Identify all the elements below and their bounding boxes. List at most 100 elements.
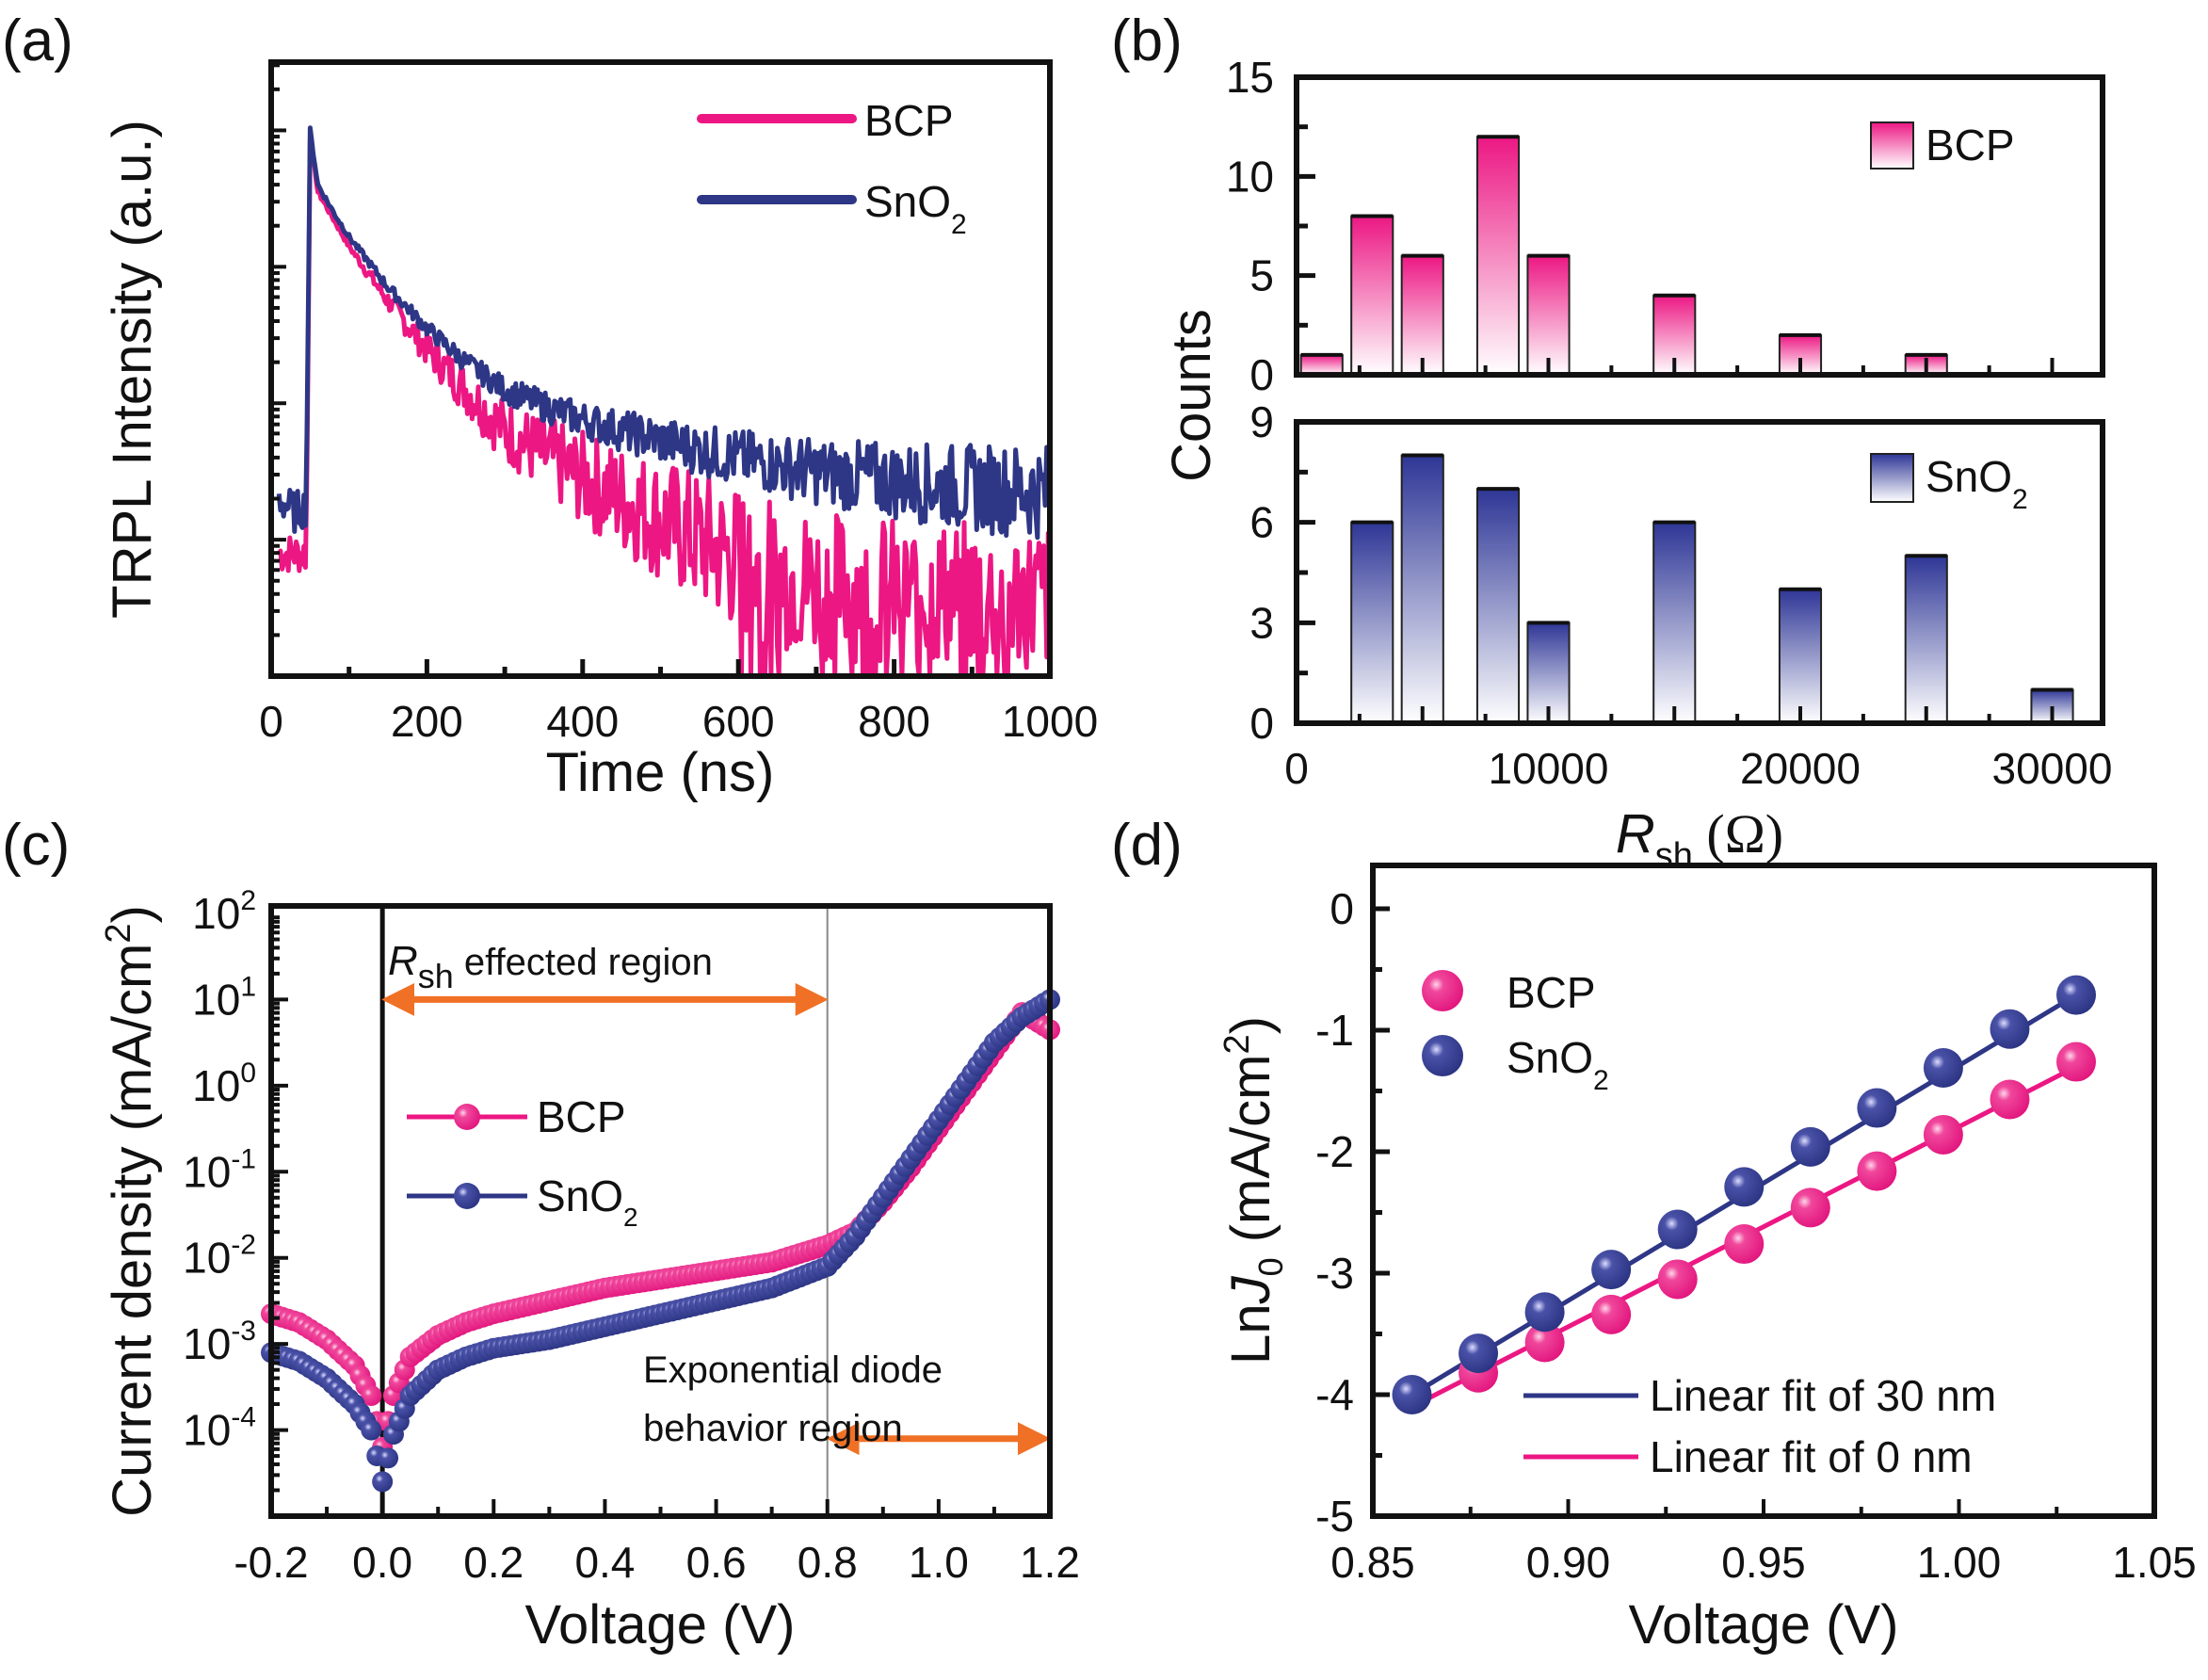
y-tick-label-c-exp: -3: [231, 1316, 256, 1347]
lnj0-point-sno2: [1990, 1009, 2030, 1049]
lnj0-point-bcp: [1657, 1259, 1698, 1300]
panel-d-ylabel-unit: (mA/cm: [1220, 1055, 1281, 1258]
legend-label-sno2-c-sub: 2: [623, 1203, 638, 1232]
bcp-histogram-bars: [1299, 135, 1948, 377]
jv-point-sno2: [378, 1447, 399, 1469]
legend-marker-sno2-d: [1422, 1035, 1463, 1076]
panel-a-y-ticks: [271, 63, 286, 678]
x-tick-label-b: 0: [1284, 744, 1309, 793]
bar-bcp: [1400, 254, 1444, 377]
bar-bcp: [1778, 333, 1823, 377]
lnj0-point-sno2: [1857, 1088, 1897, 1128]
y-tick-label-b: 0: [1249, 699, 1274, 748]
x-tick-label-b: 10000: [1489, 744, 1609, 793]
panel-d-ylabel-j: J: [1220, 1275, 1281, 1304]
legend-marker-bcp-d: [1422, 970, 1463, 1011]
y-tick-label-d: -5: [1315, 1492, 1354, 1541]
lnj0-point-sno2: [1657, 1209, 1698, 1250]
panel-b-xlabel-sub: sh: [1655, 836, 1693, 876]
panel-c-annotations: Rsh effected region Exponential diode be…: [388, 938, 943, 1449]
lnj0-point-sno2: [1524, 1292, 1565, 1333]
trpl-plot-area: [276, 125, 1053, 679]
y-tick-label-c-exp: -4: [231, 1402, 256, 1433]
lnj0-point-sno2: [1923, 1047, 1963, 1088]
x-tick-label-a: 0: [259, 697, 283, 746]
legend-label-sno2-b-sub: 2: [2012, 484, 2028, 515]
legend-label-sno2-c: SnO2: [537, 1171, 638, 1232]
jv-point-sno2: [361, 1419, 382, 1441]
panel-a-ylabel: TRPL Intensity (a.u.): [102, 120, 163, 619]
panel-c-ylabel-end: ): [102, 905, 163, 923]
bar-bcp: [1350, 215, 1394, 376]
y-tick-label-b: 3: [1249, 598, 1274, 647]
bar-sno2: [1475, 488, 1521, 724]
panel-c-ylabel-sup: 2: [99, 924, 138, 944]
y-tick-label-c-exp: -1: [231, 1143, 256, 1174]
x-tick-label-b: 30000: [1992, 744, 2113, 793]
y-tick-label-d: -4: [1315, 1370, 1354, 1419]
panel-d-ylabel-sub: 0: [1251, 1257, 1290, 1276]
lnj0-point-bcp: [1790, 1187, 1830, 1228]
panel-label-d: (d): [1111, 813, 1183, 878]
y-tick-label-c-base: 10: [192, 889, 240, 938]
legend-label-sno2-b: SnO2: [1926, 452, 2028, 515]
sno2-histogram-bars: [1350, 453, 2074, 725]
y-tick-label-c: 10-2: [183, 1230, 256, 1283]
bar-bcp: [1526, 254, 1571, 377]
x-tick-label-a: 400: [546, 697, 619, 746]
panel-c-legend: BCP SnO2: [407, 1092, 638, 1232]
y-tick-label-c-base: 10: [183, 1234, 231, 1283]
legend-label-bcp-b: BCP: [1926, 121, 2015, 170]
y-tick-label-c-base: 10: [192, 975, 240, 1024]
legend-label-bcp: BCP: [864, 96, 954, 145]
y-tick-label-c: 100: [192, 1058, 256, 1110]
rsh-region-label-sub: sh: [418, 957, 454, 995]
lnj0-point-bcp: [1524, 1322, 1565, 1363]
panel-d-xlabel: Voltage (V): [1629, 1594, 1899, 1656]
x-tick-label-d: 1.00: [1917, 1538, 2002, 1587]
panel-d-legend: BCP SnO2: [1422, 968, 1609, 1096]
x-tick-label-c: 0.4: [574, 1538, 635, 1587]
panel-d-ticks: 0.85 0.90 0.95 1.00 1.05 -5 -4 -3 -2 -1 0: [1315, 884, 2197, 1587]
y-tick-label-c-exp: 0: [240, 1058, 256, 1089]
y-tick-label-b: 10: [1226, 152, 1274, 201]
panel-label-a: (a): [2, 8, 73, 73]
y-tick-label-c: 10-1: [183, 1143, 256, 1196]
y-tick-label-b: 15: [1226, 53, 1274, 102]
bar-sno2: [1350, 521, 1394, 725]
panel-label-c: (c): [2, 813, 70, 878]
y-tick-label-b: 9: [1249, 397, 1274, 446]
y-tick-label-c: 102: [192, 885, 256, 938]
x-tick-label-a: 200: [391, 697, 463, 746]
panel-c-ylabel: Current density (mA/cm2): [99, 905, 163, 1517]
lnj0-point-sno2: [1459, 1333, 1499, 1374]
bar-sno2: [1778, 588, 1823, 724]
y-tick-label-b: 5: [1249, 251, 1274, 300]
panel-b-xlabel: Rsh (Ω): [1616, 803, 1783, 876]
legend-label-sno2-main: SnO: [864, 177, 951, 226]
panel-d-lnj0: (d) 0.85 0.90 0.95 1.00 1.05 -5 -4 -3 -2 -1 0 Volt…: [1111, 813, 2197, 1656]
lnj0-point-sno2: [2056, 975, 2096, 1015]
y-tick-label-c: 101: [192, 971, 256, 1024]
panel-a-legend: BCP SnO2: [697, 96, 967, 240]
panel-a-trpl: (a) 0 200 400 600 800 1000 Time (ns) TRPL Int…: [2, 8, 1098, 803]
x-tick-label-d: 0.90: [1526, 1538, 1611, 1587]
jv-point-sno2: [372, 1471, 394, 1493]
diode-region-label-line1: Exponential diode: [643, 1349, 943, 1391]
panel-b-ylabel: Counts: [1161, 309, 1222, 482]
y-tick-label-c-base: 10: [192, 1061, 240, 1110]
lnj0-point-sno2: [1724, 1167, 1765, 1207]
rsh-region-label-r: R: [388, 938, 418, 984]
legend-label-sno2-d-sub: 2: [1593, 1065, 1609, 1096]
lnj0-plot-area: [1392, 975, 2096, 1414]
panel-b-xlabel-unit: (Ω): [1693, 803, 1783, 864]
y-tick-label-b: 0: [1249, 350, 1274, 399]
panel-d-ylabel-sup: 2: [1217, 1034, 1257, 1054]
lnj0-point-sno2: [1591, 1250, 1632, 1290]
lnj0-point-bcp: [1724, 1224, 1765, 1265]
y-tick-label-d: -1: [1315, 1006, 1354, 1055]
y-tick-label-c-exp: 2: [240, 885, 256, 916]
diode-region-label-line2: behavior region: [643, 1408, 903, 1449]
lnj0-point-bcp: [1857, 1151, 1897, 1191]
